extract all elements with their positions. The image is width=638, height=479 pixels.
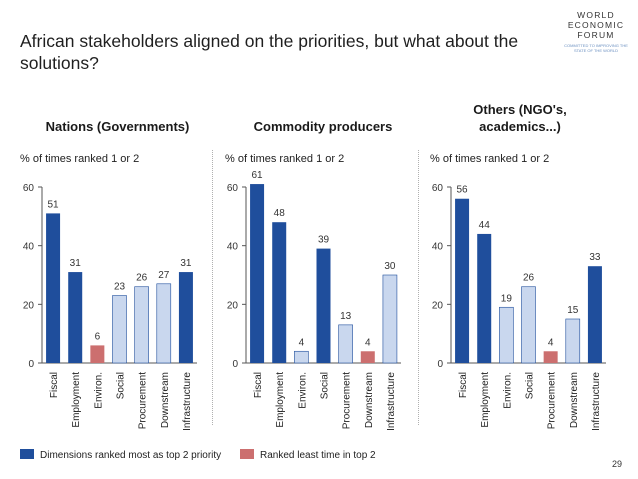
data-label: 48 <box>274 208 286 219</box>
bar-fiscal <box>455 198 470 363</box>
data-label: 39 <box>318 235 330 246</box>
data-label: 27 <box>158 270 170 281</box>
category-label: Fiscal <box>49 372 60 398</box>
category-label: Environ. <box>297 372 308 409</box>
y-tick-label: 20 <box>227 300 239 311</box>
data-label: 44 <box>479 220 491 231</box>
legend-item-top: Dimensions ranked most as top 2 priority <box>20 449 221 461</box>
category-label: Environ. <box>93 372 104 409</box>
category-label: Downstream <box>364 372 375 428</box>
legend-swatch-least <box>240 449 254 459</box>
bar-procurement <box>543 351 558 363</box>
category-label: Employment <box>480 372 491 428</box>
bar-downstream <box>156 283 172 364</box>
bar-infrastructure <box>587 266 602 363</box>
chart-3-ylabel: % of times ranked 1 or 2 <box>430 153 550 165</box>
y-tick-label: 20 <box>432 300 444 311</box>
chart-2-title: Commodity producers <box>253 119 393 134</box>
bar-procurement <box>134 286 149 364</box>
data-label: 30 <box>384 261 396 272</box>
data-label: 26 <box>136 273 148 284</box>
data-label: 6 <box>95 331 101 342</box>
y-tick-label: 60 <box>227 183 239 194</box>
y-tick-label: 40 <box>23 242 35 253</box>
data-label: 4 <box>365 337 371 348</box>
y-tick-label: 20 <box>23 300 35 311</box>
category-label: Procurement <box>138 372 149 429</box>
panel-divider <box>418 150 420 425</box>
legend-swatch-top <box>20 449 34 459</box>
data-label: 51 <box>48 199 60 210</box>
category-label: Downstream <box>160 372 171 428</box>
category-label: Fiscal <box>458 372 469 398</box>
logo-name-line-3: FORUM <box>577 30 615 40</box>
category-label: Employment <box>275 372 286 428</box>
bar-downstream <box>360 351 375 363</box>
page-number: 29 <box>611 459 622 469</box>
y-tick-label: 40 <box>227 242 239 253</box>
bar-environ <box>294 350 309 364</box>
y-tick-label: 0 <box>28 359 34 370</box>
bar-social <box>112 295 127 364</box>
bar-fiscal <box>250 184 265 363</box>
bar-environ <box>499 306 514 364</box>
category-label: Infrastructure <box>386 372 397 431</box>
bar-employment <box>68 272 83 363</box>
bar-infrastructure <box>178 272 193 363</box>
data-label: 26 <box>523 273 535 284</box>
data-label: 13 <box>340 311 352 322</box>
data-label: 31 <box>70 258 82 269</box>
y-tick-label: 40 <box>432 242 444 253</box>
bar-downstream <box>565 318 581 364</box>
category-label: Procurement <box>342 372 353 429</box>
legend-label-top: Dimensions ranked most as top 2 priority <box>40 450 222 461</box>
bar-fiscal <box>46 213 61 363</box>
bar-employment <box>272 222 287 363</box>
data-label: 15 <box>567 305 579 316</box>
category-label: Procurement <box>547 372 558 429</box>
bar-employment <box>477 233 492 363</box>
bar-social <box>521 286 536 364</box>
category-label: Environ. <box>502 372 513 409</box>
category-label: Employment <box>71 372 82 428</box>
y-tick-label: 60 <box>432 183 444 194</box>
page-title: African stakeholders aligned on the prio… <box>20 31 519 73</box>
y-tick-label: 0 <box>232 359 238 370</box>
legend-item-least: Ranked least time in top 2 <box>240 449 376 461</box>
data-label: 4 <box>299 337 305 348</box>
chart-1-ylabel: % of times ranked 1 or 2 <box>20 153 140 165</box>
category-label: Social <box>116 372 127 399</box>
data-label: 4 <box>548 337 554 348</box>
chart-2-ylabel: % of times ranked 1 or 2 <box>225 153 345 165</box>
logo-name-line-2: ECONOMIC <box>567 20 625 30</box>
data-label: 61 <box>252 170 264 181</box>
y-tick-label: 0 <box>437 359 443 370</box>
legend-label-least: Ranked least time in top 2 <box>260 450 376 461</box>
panel-divider <box>212 150 214 425</box>
data-label: 19 <box>501 293 513 304</box>
logo-tagline: COMMITTED TO IMPROVING THE STATE OF THE … <box>564 43 628 53</box>
data-label: 33 <box>589 252 601 263</box>
bar-procurement <box>338 324 353 364</box>
category-label: Fiscal <box>253 372 264 398</box>
y-tick-label: 60 <box>23 183 35 194</box>
data-label: 23 <box>114 282 126 293</box>
category-label: Social <box>525 372 536 399</box>
category-label: Infrastructure <box>182 372 193 431</box>
wef-logo: WORLD ECONOMIC FORUM COMMITTED TO IMPROV… <box>562 10 630 53</box>
bar-social <box>316 248 331 363</box>
bar-environ <box>90 345 105 363</box>
data-label: 31 <box>180 258 192 269</box>
data-label: 56 <box>457 185 469 196</box>
logo-name-line-1: WORLD <box>577 10 615 20</box>
category-label: Infrastructure <box>591 372 602 431</box>
chart-3-title: Others (NGO's, academics...) <box>473 102 567 134</box>
chart-1-title: Nations (Governments) <box>45 119 190 134</box>
bar-infrastructure <box>382 274 398 364</box>
category-label: Social <box>320 372 331 399</box>
category-label: Downstream <box>569 372 580 428</box>
